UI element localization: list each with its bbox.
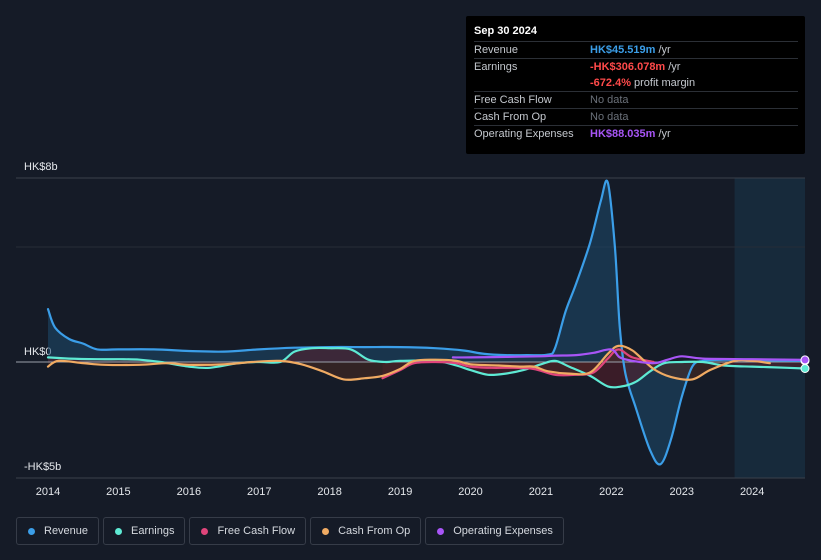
- tooltip-row: Operating Expenses HK$88.035m/yr: [474, 125, 798, 142]
- forecast-band: [734, 178, 805, 478]
- tooltip-row-label: Free Cash Flow: [474, 94, 552, 106]
- tooltip-row: Revenue HK$45.519m/yr: [474, 41, 798, 58]
- legend-dot-icon: [437, 527, 445, 535]
- tooltip-row-label: [474, 75, 590, 91]
- x-tick-label: 2014: [36, 486, 60, 498]
- series-end-marker-earnings: [800, 363, 810, 373]
- tooltip-row-value: -HK$306.078m: [590, 61, 666, 73]
- series-line-free-cash-flow: [381, 348, 655, 380]
- tooltip-row-suffix: /yr: [658, 44, 671, 56]
- chart-area: HK$8b HK$0 -HK$5b 2014 2015 2016 2017 2018 2019 2…: [16, 161, 810, 498]
- x-tick-label: 2017: [247, 486, 271, 498]
- legend-label: Cash From Op: [338, 525, 411, 537]
- tooltip-row-value: No data: [590, 111, 629, 123]
- legend-label: Revenue: [44, 525, 89, 537]
- x-tick-label: 2023: [670, 486, 694, 498]
- tooltip-date: Sep 30 2024: [474, 25, 537, 37]
- y-tick-label: -HK$5b: [24, 461, 61, 473]
- tooltip-row-suffix: /yr: [658, 128, 671, 140]
- y-tick-label: HK$0: [24, 346, 52, 358]
- legend-dot-icon: [28, 527, 35, 535]
- x-tick-label: 2021: [529, 486, 553, 498]
- tooltip-row-label: Earnings: [474, 61, 518, 73]
- tooltip-row-value: HK$88.035m: [590, 128, 656, 140]
- tooltip-row-label: Revenue: [474, 44, 519, 56]
- legend-dot-icon: [115, 527, 123, 535]
- legend-item-earnings[interactable]: Earnings: [103, 517, 186, 545]
- legend-dot-icon: [322, 527, 330, 535]
- series-line-operating-expenses: [451, 348, 807, 365]
- series-end-marker-operating-expenses: [800, 355, 810, 365]
- x-tick-label: 2019: [388, 486, 412, 498]
- tooltip-row-value: No data: [590, 94, 629, 106]
- legend-label: Free Cash Flow: [217, 525, 296, 537]
- tooltip-row-value: HK$45.519m: [590, 44, 656, 56]
- chart-svg: HK$8b HK$0 -HK$5b 2014 2015 2016 2017 2018 2019 2…: [16, 161, 810, 498]
- y-tick-label: HK$8b: [24, 161, 58, 173]
- legend-item-cash-from-op[interactable]: Cash From Op: [310, 517, 422, 545]
- legend-item-revenue[interactable]: Revenue: [16, 517, 100, 545]
- tooltip-rows: Revenue HK$45.519m/yr Earnings -HK$306.078m…: [474, 41, 798, 142]
- legend-item-operating-expenses[interactable]: Operating Expenses: [425, 517, 564, 545]
- tooltip-row-label: Operating Expenses: [474, 128, 574, 140]
- tooltip-row: Free Cash Flow No data: [474, 91, 798, 108]
- series-area-revenue: [48, 180, 805, 465]
- tooltip-row-suffix: /yr: [668, 61, 681, 73]
- x-tick-label: 2022: [599, 486, 623, 498]
- series-line-earnings: [46, 346, 807, 389]
- legend: Revenue Earnings Free Cash Flow Cash From O…: [16, 517, 564, 545]
- tooltip-row-label: Cash From Op: [474, 111, 547, 123]
- legend-label: Operating Expenses: [453, 525, 553, 537]
- legend-dot-icon: [201, 527, 209, 535]
- x-tick-label: 2016: [177, 486, 201, 498]
- series-area-earnings: [48, 347, 805, 388]
- tooltip-row: Cash From Op No data: [474, 108, 798, 125]
- tooltip-row-suffix: profit margin: [633, 77, 696, 89]
- x-tick-label: 2018: [317, 486, 341, 498]
- tooltip-row: Earnings -HK$306.078m/yr: [474, 58, 798, 75]
- legend-label: Earnings: [131, 525, 175, 537]
- tooltip-row: -672.4% profit margin: [474, 75, 798, 91]
- x-tick-label: 2020: [458, 486, 482, 498]
- x-tick-label: 2015: [106, 486, 130, 498]
- x-tick-label: 2024: [740, 486, 764, 498]
- series-line-revenue: [46, 179, 807, 466]
- series-line-cash-from-op: [46, 344, 771, 381]
- tooltip-row-value: -672.4%: [590, 77, 631, 89]
- legend-item-free-cash-flow[interactable]: Free Cash Flow: [189, 517, 307, 545]
- tooltip-panel: Sep 30 2024 Revenue HK$45.519m/yr Earnings…: [466, 16, 805, 154]
